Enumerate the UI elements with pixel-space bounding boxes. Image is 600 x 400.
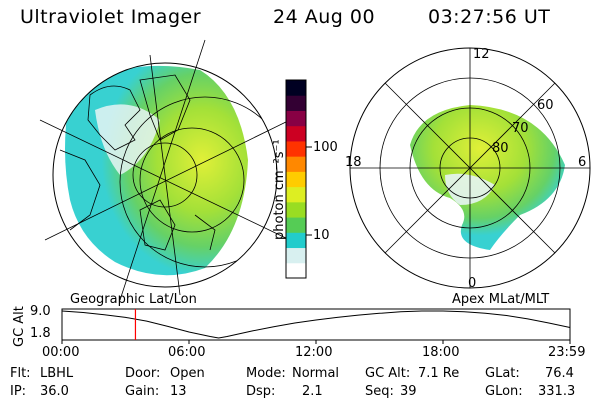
mlt-label-0: 0: [468, 276, 477, 291]
colorbar-band: [286, 110, 306, 127]
colorbar-band: [286, 80, 306, 96]
colorbar-band: [286, 232, 306, 249]
seq-label: Seq:: [365, 384, 394, 399]
colorbar-band: [286, 140, 306, 157]
dsp-label: Dsp:: [246, 384, 276, 399]
colorbar-band: [286, 217, 306, 233]
gcalt-value: 7.1 Re: [418, 366, 460, 381]
left-panel-caption: Geographic Lat/Lon: [70, 292, 197, 307]
colorbar: [285, 79, 312, 279]
colorbar-band: [286, 156, 306, 172]
x-tick-0000: 00:00: [42, 345, 80, 360]
gc-alt-plot: [61, 308, 571, 344]
gc-alt-curve: [61, 310, 571, 339]
gc-alt-ymin: 1.8: [30, 326, 51, 341]
x-tick-1200: 12:00: [295, 345, 333, 360]
colorbar-band: [286, 95, 306, 111]
right-panel-caption: Apex MLat/MLT: [452, 292, 550, 307]
colorbar-band: [286, 262, 306, 279]
door-value: Open: [170, 366, 205, 381]
glat-label: GLat:: [485, 366, 520, 381]
ip-value: 36.0: [40, 384, 69, 399]
gc-alt-ylabel: GC Alt: [12, 306, 27, 347]
ip-label: IP:: [10, 384, 27, 399]
colorbar-unit-label: photon cm⁻²s⁻¹: [272, 139, 287, 240]
glat-value: 76.4: [545, 366, 574, 381]
glon-value: 331.3: [538, 384, 576, 399]
mode-value: Normal: [292, 366, 340, 381]
flt-label: Flt:: [10, 366, 31, 381]
magnetic-image: [349, 47, 591, 289]
x-tick-1800: 18:00: [422, 345, 460, 360]
date-label: 24 Aug 00: [273, 6, 376, 28]
lat-label-70: 70: [512, 121, 529, 136]
dsp-value: 2.1: [302, 384, 323, 399]
colorbar-band: [286, 186, 306, 203]
seq-value: 39: [400, 384, 417, 399]
colorbar-tick-10: 10: [313, 228, 330, 243]
mode-label: Mode:: [246, 366, 286, 381]
gc-alt-ymax: 9.0: [30, 304, 51, 319]
colorbar-tick-100: 100: [313, 140, 338, 155]
lat-label-60: 60: [537, 98, 554, 113]
instrument-title: Ultraviolet Imager: [20, 6, 202, 28]
colorbar-band: [286, 125, 306, 142]
door-label: Door:: [125, 366, 161, 381]
geographic-image: [39, 39, 291, 301]
colorbar-band: [286, 171, 306, 188]
mlt-label-18: 18: [345, 155, 362, 170]
mlt-label-12: 12: [473, 47, 490, 62]
colorbar-band: [286, 201, 306, 218]
gain-value: 13: [170, 384, 187, 399]
flt-value: LBHL: [40, 366, 74, 381]
time-label: 03:27:56 UT: [428, 6, 551, 28]
lat-label-80: 80: [492, 141, 509, 156]
gain-label: Gain:: [125, 384, 160, 399]
mlt-label-6: 6: [578, 155, 587, 170]
glon-label: GLon:: [485, 384, 523, 399]
colorbar-band: [286, 247, 306, 264]
x-tick-0600: 06:00: [168, 345, 206, 360]
x-tick-2359: 23:59: [548, 345, 586, 360]
gcalt-label: GC Alt:: [365, 366, 411, 381]
